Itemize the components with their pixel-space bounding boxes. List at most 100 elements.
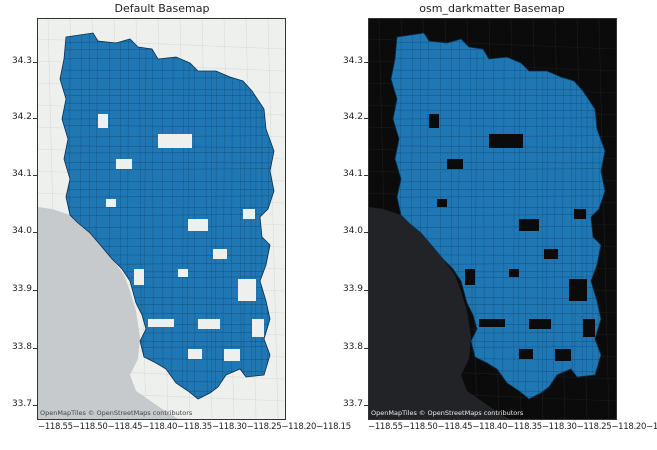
map-axes: OpenMapTiles © OpenStreetMaps contributo… (37, 18, 286, 420)
uncovered-area (447, 159, 463, 169)
uncovered-area (148, 319, 174, 327)
tract-edge (474, 33, 478, 399)
y-tick-mark (364, 175, 368, 176)
tract-edge (553, 33, 557, 399)
map-title: osm_darkmatter Basemap (419, 2, 565, 15)
tract-edge (181, 33, 185, 399)
tract-edge (391, 214, 605, 217)
tract-edge (222, 33, 226, 399)
tract-edge (152, 33, 154, 399)
tract-edge (60, 195, 274, 198)
tract-edge (60, 117, 274, 120)
basemap-road (598, 19, 610, 419)
tract-edge (470, 33, 473, 399)
uncovered-area (555, 349, 571, 361)
uncovered-area (198, 319, 220, 329)
tract-edge (391, 168, 605, 171)
uncovered-area (188, 349, 202, 359)
uncovered-area (106, 199, 116, 207)
y-tick-label: 34.0 (11, 226, 32, 236)
tract-edge (239, 33, 242, 399)
y-tick-label: 34.0 (342, 226, 363, 236)
uncovered-area (509, 269, 519, 277)
y-tick-label: 34.2 (11, 112, 32, 122)
tract-edge (215, 33, 217, 399)
tract-edge (60, 214, 274, 217)
tract-edge (139, 33, 142, 399)
census-tracts (390, 32, 606, 400)
uncovered-area (574, 209, 586, 219)
tract-edge (570, 33, 573, 399)
tract-edge (391, 207, 605, 209)
map-attribution: OpenMapTiles © OpenStreetMaps contributo… (371, 409, 524, 417)
y-tick-mark (364, 118, 368, 119)
y-tick-mark (364, 348, 368, 349)
y-tick-label: 33.9 (11, 284, 32, 294)
y-tick-mark (364, 62, 368, 63)
uncovered-area (98, 114, 108, 128)
y-tick-mark (33, 62, 37, 63)
y-tick-mark (364, 290, 368, 291)
y-tick-label: 34.1 (11, 169, 32, 179)
tract-edge (561, 33, 564, 399)
uncovered-area (465, 269, 475, 285)
tract-edge (546, 33, 548, 399)
tract-edge (60, 207, 274, 209)
tract-edge (391, 117, 605, 120)
uncovered-area (437, 199, 447, 207)
y-tick-mark (33, 118, 37, 119)
tract-edge (60, 168, 274, 171)
tract-edge (143, 33, 147, 399)
uncovered-area (224, 349, 240, 361)
uncovered-area (252, 319, 264, 337)
uncovered-area (583, 319, 595, 337)
tract-edge (391, 162, 605, 164)
y-tick-mark (364, 232, 368, 233)
uncovered-area (519, 219, 539, 231)
census-tracts (59, 32, 275, 400)
uncovered-area (188, 219, 208, 231)
basemap-road (267, 19, 279, 419)
y-tick-label: 33.8 (342, 342, 363, 352)
x-axis-ticks: −118.55−118.50−118.45−118.40−118.35−118.… (38, 422, 351, 432)
tract-edge (60, 125, 274, 128)
tract-edge (512, 33, 516, 399)
city-boundary (59, 32, 275, 400)
tract-edge (161, 33, 164, 399)
uncovered-area (134, 269, 144, 285)
map-attribution: OpenMapTiles © OpenStreetMaps contributo… (40, 409, 193, 417)
uncovered-area (429, 114, 439, 128)
uncovered-area (529, 319, 551, 329)
uncovered-area (158, 134, 192, 148)
y-tick-label: 34.3 (342, 56, 363, 66)
uncovered-area (489, 134, 523, 148)
city-boundary (390, 32, 606, 400)
y-tick-mark (33, 175, 37, 176)
basemap-ocean (38, 207, 178, 419)
y-tick-label: 33.9 (342, 284, 363, 294)
uncovered-area (243, 209, 255, 219)
y-tick-label: 34.3 (11, 56, 32, 66)
basemap-ocean (369, 207, 509, 419)
y-tick-label: 34.2 (342, 112, 363, 122)
y-tick-mark (364, 405, 368, 406)
y-tick-label: 34.1 (342, 169, 363, 179)
y-tick-label: 33.8 (11, 342, 32, 352)
tract-edge (391, 102, 605, 105)
y-tick-label: 33.7 (342, 399, 363, 409)
x-axis-ticks: −118.55−118.50−118.45−118.40−118.35−118.… (368, 422, 657, 432)
uncovered-area (479, 319, 505, 327)
tract-edge (391, 226, 605, 228)
uncovered-area (178, 269, 188, 277)
tract-edge (391, 89, 605, 91)
y-tick-mark (33, 232, 37, 233)
tract-edge (391, 195, 605, 198)
tract-edge (60, 89, 274, 91)
tract-edge (60, 102, 274, 105)
tract-edge (60, 226, 274, 228)
y-tick-mark (33, 348, 37, 349)
uncovered-area (569, 279, 587, 301)
tract-edge (483, 33, 485, 399)
uncovered-area (544, 249, 558, 259)
tract-edge (230, 33, 233, 399)
